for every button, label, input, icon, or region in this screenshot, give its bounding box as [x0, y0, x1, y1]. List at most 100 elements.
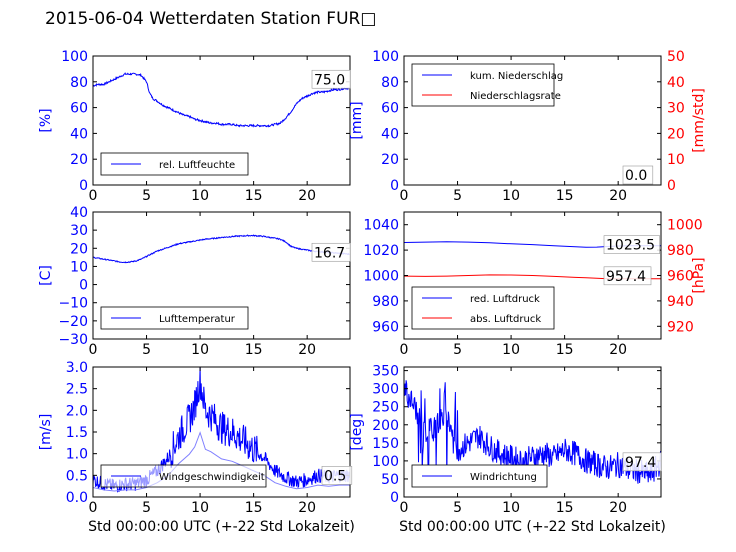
panel-frame: [92, 55, 351, 186]
y-tick-label: 0: [79, 278, 88, 294]
annotation-value: 75.0: [314, 72, 345, 88]
x-tick-label: 5: [453, 342, 462, 358]
y-tick-label: 1000: [363, 269, 399, 285]
annotation-box: [622, 452, 662, 472]
figure-title: 2015-06-04 Wetterdaten Station FUR□: [45, 9, 377, 29]
y2-tick-label: 980: [667, 243, 694, 259]
x-tick-label: 10: [191, 342, 209, 358]
annotation-box: [321, 466, 353, 485]
y-tick-label: 60: [70, 101, 88, 117]
series-avg-line: [93, 431, 350, 492]
series-line-lufttemperatur: [93, 234, 350, 264]
y2-tick-label: 920: [667, 319, 694, 335]
legend-label: rel. Luftfeuchte: [159, 160, 235, 171]
y-axis-label: [mm]: [349, 101, 365, 139]
legend-frame: [411, 63, 555, 107]
y2-tick-label: 40: [667, 75, 685, 91]
x-tick-label: 0: [89, 342, 98, 358]
series-line-rel.-luftfeuchte: [93, 72, 350, 128]
y-tick-label: 300: [372, 382, 399, 398]
x-tick-label: 0: [400, 188, 409, 204]
panel-humidity: 0 5 10 15 20 0 20 40 60 80 100 [%] rel. Luftfeuchte 7…: [38, 49, 351, 204]
legend: red. Luftdruck abs. Luftdruck: [411, 286, 555, 330]
x-tick-label: 20: [298, 500, 316, 516]
y-tick-label: 30: [70, 223, 88, 239]
x-tick-label: 10: [502, 500, 520, 516]
y-tick-label: 1040: [363, 218, 399, 234]
y-tick-label: 20: [70, 152, 88, 168]
legend-label: Windrichtung: [470, 472, 537, 483]
x-tick-label: 5: [453, 500, 462, 516]
y-tick-label: 0: [390, 178, 399, 194]
annotation-value: 0.0: [625, 168, 647, 184]
annotation-box: [311, 69, 351, 89]
annotation-value: 957.4: [606, 269, 646, 285]
x-tick-label: 20: [298, 342, 316, 358]
legend-label: Lufttemperatur: [159, 314, 236, 325]
annotation-box: [311, 242, 351, 262]
x-tick-label: 10: [502, 188, 520, 204]
y-tick-label: 350: [372, 364, 399, 380]
y2-tick-label: 940: [667, 294, 694, 310]
y-tick-label: 0: [79, 178, 88, 194]
x-tick-label: 5: [142, 500, 151, 516]
panel-pressure: 0 5 10 15 20 960 980 1000 1020 1040 920 940 960 980 10…: [363, 211, 707, 358]
x-tick-label: 5: [142, 188, 151, 204]
panel-frame: [92, 211, 351, 340]
legend-frame: [100, 152, 249, 176]
y-axis-label: [m/s]: [38, 414, 54, 451]
y-axis-label: [%]: [38, 108, 54, 132]
legend-label: kum. Niederschlag: [470, 71, 563, 82]
x-tick-label: 15: [556, 342, 574, 358]
y-tick-label: 80: [381, 75, 399, 91]
y-tick-label: 0.0: [66, 490, 88, 506]
y-tick-label: 20: [70, 241, 88, 257]
y2-tick-label: 1000: [667, 218, 703, 234]
y-tick-label: 40: [70, 205, 88, 221]
legend-frame: [100, 306, 249, 330]
x-tick-label: 15: [556, 500, 574, 516]
y-tick-label: 200: [372, 418, 399, 434]
y2-tick-label: 30: [667, 101, 685, 117]
y-tick-label: −30: [58, 332, 88, 348]
panel-frame: [403, 366, 662, 498]
annotation-value: 0.5: [324, 468, 346, 484]
panel-temperature: 0 5 10 15 20 −30 −20 −10 0 10 20 30 40 [C] Lufttempera…: [38, 205, 351, 358]
legend-frame: [411, 464, 548, 488]
y-tick-label: 1.5: [66, 425, 88, 441]
x-tick-label: 10: [191, 188, 209, 204]
x-tick-label: 15: [245, 188, 263, 204]
x-tick-label: 20: [609, 342, 627, 358]
y-tick-label: 60: [381, 101, 399, 117]
y2-tick-label: 960: [667, 269, 694, 285]
y-tick-label: 40: [70, 126, 88, 142]
legend-frame: [411, 286, 555, 330]
x-tick-label: 15: [556, 188, 574, 204]
y-tick-label: −10: [58, 296, 88, 312]
y-tick-label: 100: [372, 454, 399, 470]
y-tick-label: 250: [372, 400, 399, 416]
x-tick-label: 15: [245, 342, 263, 358]
y-tick-label: 80: [70, 75, 88, 91]
y-tick-label: 2.5: [66, 382, 88, 398]
legend-label: Windgeschwindigkeit: [159, 472, 265, 483]
annotation-value: 1023.5: [606, 238, 655, 254]
legend-frame: [100, 464, 267, 488]
annotation-box: [622, 165, 654, 185]
legend: Windrichtung: [411, 464, 548, 488]
y-tick-label: 40: [381, 126, 399, 142]
annotation-value: 16.7: [314, 245, 345, 261]
x-tick-label: 10: [191, 500, 209, 516]
legend: Lufttemperatur: [100, 306, 249, 330]
x-tick-label: 20: [298, 188, 316, 204]
y-tick-label: 960: [372, 319, 399, 335]
x-axis-label: Std 00:00:00 UTC (+-22 Std Lokalzeit): [399, 519, 666, 535]
x-tick-label: 0: [400, 500, 409, 516]
legend: rel. Luftfeuchte: [100, 152, 249, 176]
annotation-box: [603, 235, 660, 254]
legend-label: abs. Luftdruck: [470, 314, 541, 325]
y-axis-label: [C]: [38, 265, 54, 286]
y-tick-label: 1020: [363, 243, 399, 259]
